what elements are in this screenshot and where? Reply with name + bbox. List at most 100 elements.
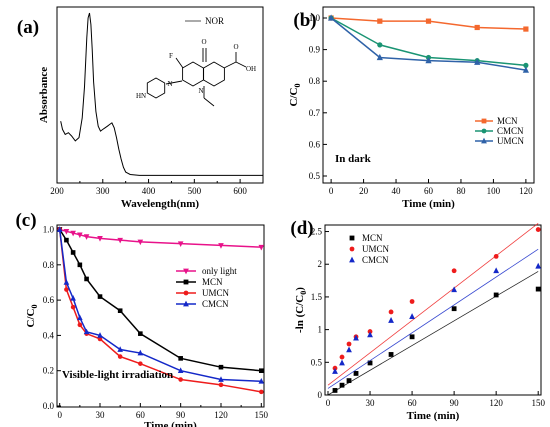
data-point <box>376 53 383 61</box>
x-tick-label: 60 <box>424 186 434 196</box>
y-axis-label: C/C0 <box>25 305 39 328</box>
y-axis-label: C/C0 <box>288 84 302 107</box>
x-axis-label: Time (min) <box>144 420 197 427</box>
x-tick-label: 80 <box>456 186 466 196</box>
data-point <box>117 237 123 244</box>
data-point <box>70 230 76 237</box>
data-point <box>77 314 83 321</box>
y-axis-label: Absorbance <box>38 67 50 123</box>
panel-c: 0 30 60 90 120 150 0.0 0.2 0.4 0.6 0.8 1.0 only ligh… <box>25 224 269 427</box>
y-tick-label: 0.5 <box>311 357 323 367</box>
y-axis-label: -ln (C/C0) <box>294 287 308 333</box>
data-point <box>535 262 542 269</box>
y-axis-label-text: -ln (C/C0) <box>294 287 308 333</box>
molecule-atom-label: O <box>201 38 206 46</box>
data-point <box>218 364 224 370</box>
series-line <box>58 229 262 383</box>
bond-pip <box>165 80 183 85</box>
benzene-ring <box>182 61 204 87</box>
x-tick-label: 30 <box>96 410 106 420</box>
series-mcn <box>327 271 541 396</box>
x-tick-label: 90 <box>450 398 460 408</box>
data-point <box>339 359 345 366</box>
legend-label: CMCN <box>497 126 524 136</box>
series-only-light <box>56 227 265 251</box>
x-tick-label: 150 <box>255 410 269 420</box>
series-line <box>59 228 262 248</box>
data-point <box>349 256 355 263</box>
data-point <box>346 346 352 353</box>
y-tick-label: 0.8 <box>309 76 321 86</box>
data-point <box>218 382 224 388</box>
data-point <box>70 250 76 255</box>
data-point <box>481 118 487 124</box>
data-point <box>523 62 529 68</box>
x-tick-label: 20 <box>359 186 369 196</box>
data-point <box>388 352 394 357</box>
y-axis-label-text: Absorbance <box>38 67 50 123</box>
data-point <box>349 235 355 241</box>
data-point <box>328 14 335 21</box>
x-tick-label: 60 <box>408 398 418 408</box>
y-tick-label: 2 <box>318 259 323 269</box>
series-cmcn <box>56 226 265 384</box>
y-tick-label: 0.9 <box>309 45 321 55</box>
y-tick-label: 2.5 <box>311 227 323 237</box>
data-point <box>339 382 345 388</box>
x-tick-label: 400 <box>142 186 156 196</box>
series-line <box>59 229 262 372</box>
data-point <box>177 367 184 374</box>
annotation-in-dark: In dark <box>335 153 372 165</box>
y-tick-label: 0.6 <box>309 139 321 149</box>
fit-line <box>327 271 539 396</box>
legend-label: MCN <box>202 277 223 287</box>
data-point <box>77 262 83 268</box>
x-tick-label: 40 <box>392 186 402 196</box>
data-point <box>84 276 89 282</box>
data-point <box>183 268 189 275</box>
data-point <box>56 226 63 232</box>
data-point <box>77 232 83 239</box>
series-cmcn <box>327 248 542 389</box>
bond-f <box>175 57 184 69</box>
x-tick-label: 200 <box>50 186 64 196</box>
data-point <box>183 290 189 296</box>
x-tick-label: 0 <box>329 186 334 196</box>
molecule-structure <box>146 48 247 107</box>
legend-label: UMCN <box>362 244 390 254</box>
legend-label: MCN <box>497 116 518 126</box>
data-point <box>535 286 541 292</box>
data-point <box>77 322 83 328</box>
y-tick-label: 0.4 <box>43 330 55 340</box>
x-axis-label: Wavelength(nm) <box>121 198 200 210</box>
plot-frame <box>324 224 542 396</box>
data-point <box>388 309 394 315</box>
legend-label: UMCN <box>497 136 525 146</box>
bond-cooh-oh <box>235 61 247 68</box>
data-point <box>97 294 103 299</box>
x-tick-label: 500 <box>188 186 202 196</box>
data-point <box>377 42 383 48</box>
data-point <box>367 360 373 366</box>
data-point <box>64 287 69 292</box>
data-point <box>70 295 76 301</box>
data-point <box>367 331 373 338</box>
fit-line <box>327 223 539 386</box>
data-point <box>339 354 345 360</box>
data-point <box>425 18 432 24</box>
data-point <box>346 341 352 347</box>
data-point <box>70 304 76 310</box>
data-point <box>138 361 143 366</box>
data-point <box>409 313 415 319</box>
data-point <box>451 268 457 274</box>
data-point <box>83 234 90 240</box>
data-point <box>425 57 432 64</box>
legend-label: CMCN <box>362 255 389 265</box>
y-tick-label: 0.5 <box>309 171 321 181</box>
fit-line <box>327 248 539 389</box>
data-point <box>481 137 487 144</box>
legend-label: MCN <box>362 233 383 243</box>
panel-label-d: (d) <box>290 218 313 239</box>
